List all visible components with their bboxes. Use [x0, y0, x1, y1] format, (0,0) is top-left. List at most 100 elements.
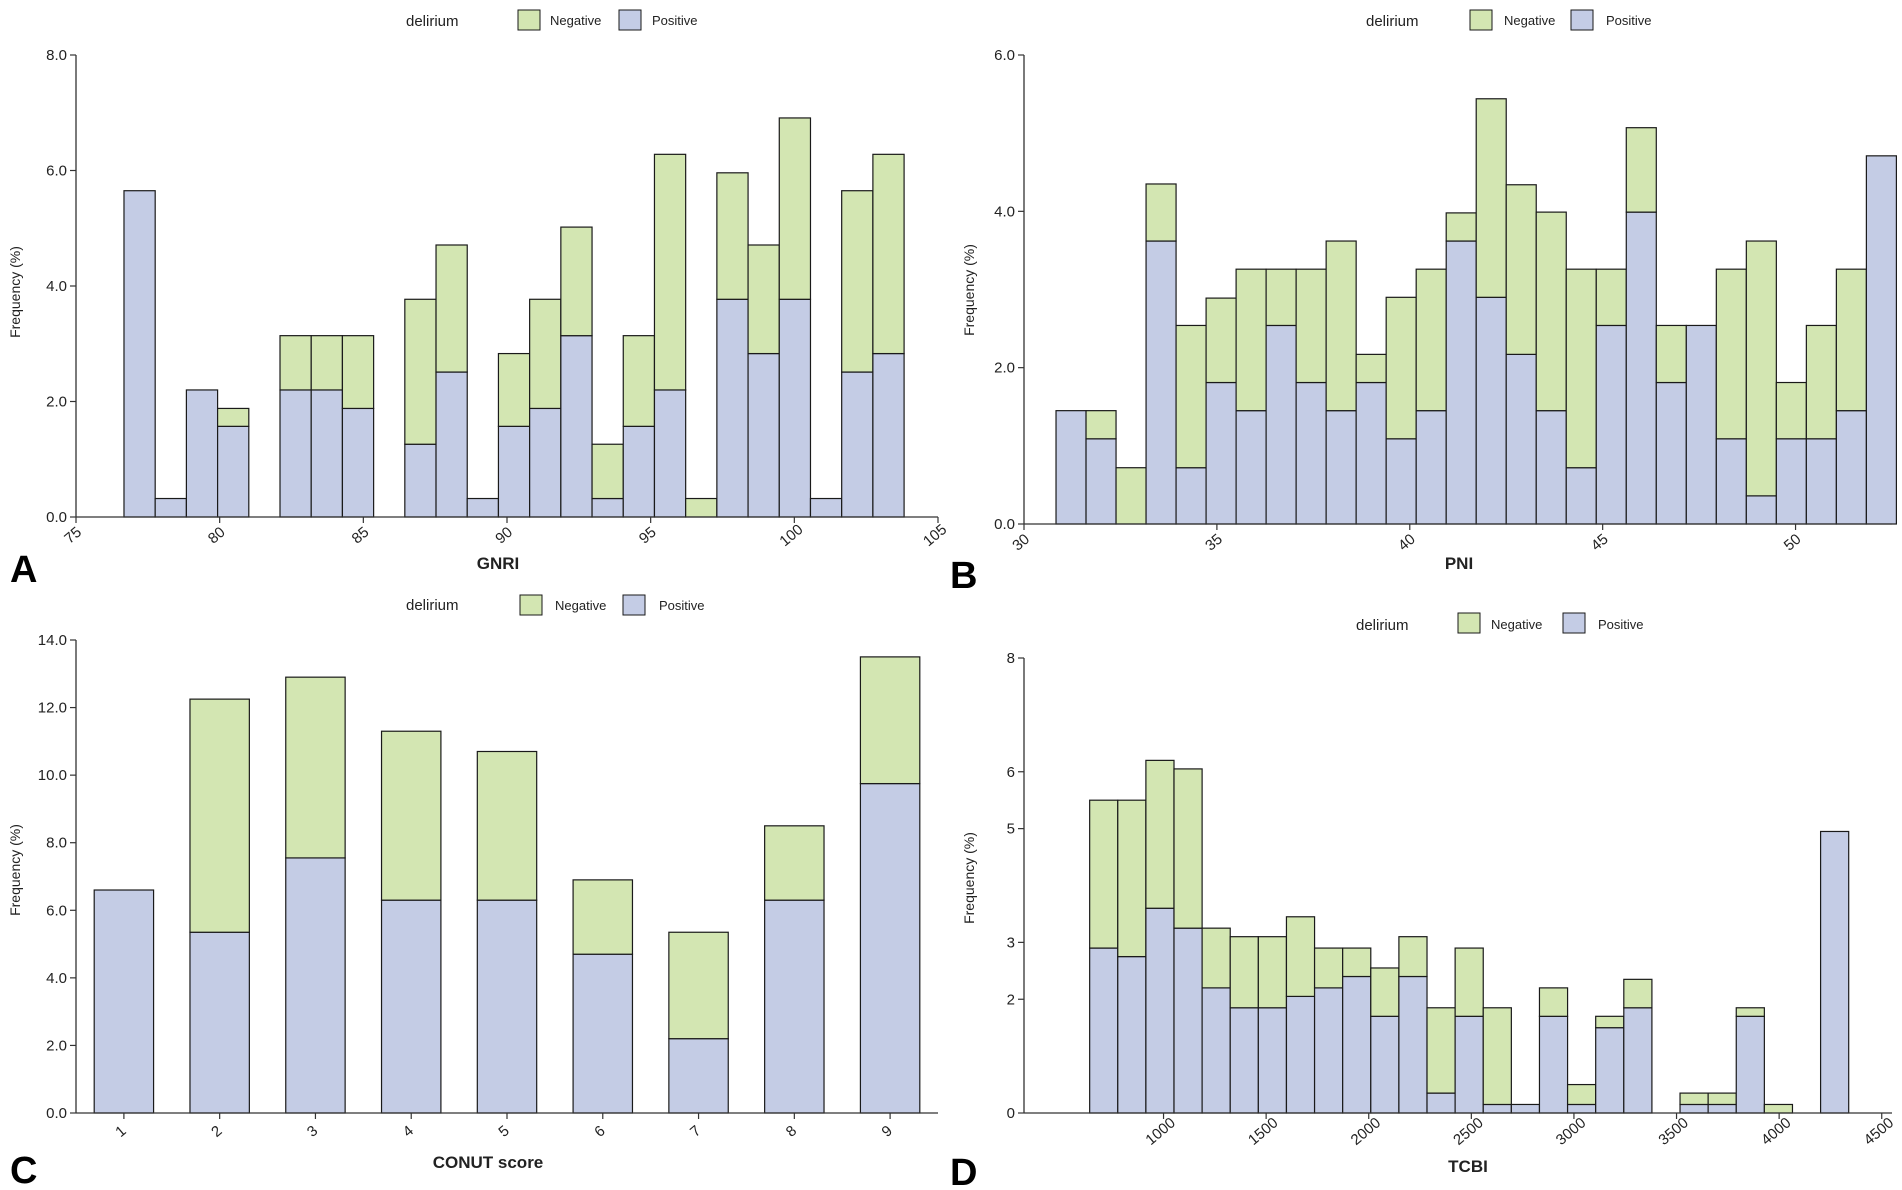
panel-b-bar-positive	[1865, 155, 1897, 525]
panel-a-bar-negative	[279, 335, 312, 391]
panel-a-x-tick-label: 80	[205, 524, 229, 548]
panel-d-bar-negative	[1454, 947, 1484, 1017]
panel-d-bar-negative	[1482, 1007, 1512, 1106]
panel-a-bar-negative	[872, 153, 905, 355]
panel-a-bar-positive	[154, 497, 187, 518]
panel-d-bar-positive	[1735, 1015, 1765, 1114]
panel-d-x-tick-label: 4000	[1758, 1114, 1794, 1148]
panel-d-bar-negative	[1398, 936, 1428, 978]
panel-d-bar-negative	[1426, 1007, 1456, 1094]
panel-a-x-tick-label: 95	[636, 524, 660, 548]
panel-a-legend: delirium Negative Positive	[406, 9, 698, 31]
panel-c-y-tick-label: 4.0	[46, 970, 67, 987]
panel-c-bar-positive	[380, 899, 442, 1114]
panel-a-bar-positive	[841, 371, 874, 518]
panel-b-bar-negative	[1445, 212, 1477, 242]
panel-b-bar-positive	[1175, 467, 1207, 525]
panel-b-legend-swatch-negative	[1469, 9, 1493, 31]
panel-a-bar-positive	[185, 389, 219, 518]
panel-d-bar-positive	[1426, 1092, 1456, 1114]
panel-b-bar-positive	[1535, 410, 1567, 525]
panel-b-bar-negative	[1805, 324, 1837, 440]
panel-b-bar-positive	[1055, 410, 1087, 525]
panel-d-bar-positive	[1819, 830, 1850, 1114]
panel-d-x-tick-label: 2500	[1450, 1114, 1486, 1148]
panel-a-x-tick-label: 75	[61, 524, 85, 548]
panel-d-bar-positive	[1313, 987, 1344, 1114]
panel-b-y-tick-label: 6.0	[994, 47, 1015, 64]
panel-d-bar-positive	[1707, 1103, 1737, 1114]
panel-d-chart: delirium Negative Positive 0 2 3 5 6 8 1000 150…	[950, 612, 1897, 1190]
panel-d-x-tick-label: 4500	[1861, 1114, 1897, 1148]
panel-a-bar-negative	[716, 172, 749, 300]
panel-a-x-tick-label: 90	[492, 524, 516, 548]
panel-c-y-tick-label: 2.0	[46, 1037, 67, 1054]
panel-b-bar-negative	[1145, 183, 1177, 242]
panel-a-y-tick-label: 0.0	[46, 509, 67, 526]
panel-d-bar-negative	[1229, 936, 1259, 1009]
panel-c-bar-positive	[476, 899, 538, 1114]
panel-a-bar-negative	[591, 443, 624, 500]
panel-a-bar-positive	[435, 371, 468, 518]
panel-d-bar-negative	[1313, 947, 1344, 989]
panel-b-bar-positive	[1715, 438, 1747, 525]
panel-c-x-tick-label: 8	[783, 1122, 800, 1140]
panel-c-x-axis-label: CONUT score	[433, 1153, 544, 1172]
panel-d-bar-positive	[1117, 955, 1147, 1114]
panel-a-bar-positive	[591, 497, 624, 518]
panel-a-legend-title: delirium	[406, 13, 459, 30]
panel-c-x-tick-label: 4	[400, 1122, 417, 1140]
panel-d-bar-negative	[1707, 1092, 1737, 1106]
panel-a-x-tick-label: 105	[920, 521, 950, 550]
panel-c-legend-title: delirium	[406, 597, 459, 614]
panel-d-x-tick-label: 1000	[1142, 1114, 1178, 1148]
panel-a-chart: delirium Negative Positive 0.0 2.0 4.0 6.0 8…	[7, 9, 950, 591]
panel-b-bar-positive	[1625, 211, 1657, 525]
panel-c-bar-negative	[572, 879, 634, 955]
panel-c-x-tick-label: 2	[208, 1122, 225, 1140]
panel-b-bar-negative	[1385, 296, 1417, 440]
panel-d-y-tick-label: 6	[1007, 764, 1015, 781]
panel-b-y-tick-label: 2.0	[994, 360, 1015, 377]
panel-a-legend-swatch-positive	[618, 9, 642, 31]
panel-b-bar-negative	[1625, 127, 1657, 213]
panel-a-bar-negative	[216, 407, 250, 427]
panel-a-bar-positive	[560, 335, 593, 518]
panel-a-bar-positive	[778, 298, 812, 518]
panel-b-bar-negative	[1085, 410, 1117, 440]
panel-c-y-tick-label: 14.0	[38, 632, 67, 649]
panel-c-legend-label-positive: Positive	[659, 598, 705, 613]
panel-b-y-tick-label: 4.0	[994, 203, 1015, 220]
panel-b-x-tick-label: 45	[1588, 531, 1612, 555]
panel-d-bar-negative	[1285, 916, 1316, 998]
panel-c-bar-positive	[859, 782, 921, 1114]
panel-a-bar-negative	[747, 244, 780, 355]
panel-a-y-tick-label: 2.0	[46, 394, 67, 411]
panel-b-bar-positive	[1235, 410, 1267, 525]
panel-d-bar-positive	[1285, 995, 1316, 1114]
panel-b-bars	[1055, 98, 1897, 525]
panel-d-bar-positive	[1538, 1015, 1569, 1114]
panel-b-bar-negative	[1235, 268, 1267, 412]
panel-d-bar-positive	[1173, 927, 1203, 1114]
panel-b-y-tick-label: 0.0	[994, 516, 1015, 533]
panel-b-legend-swatch-positive	[1570, 9, 1594, 31]
panel-c-bar-positive	[764, 899, 825, 1114]
panel-b-bar-positive	[1835, 410, 1867, 525]
panel-b-x-tick-label: 40	[1395, 531, 1419, 555]
panel-a-bar-positive	[529, 407, 562, 518]
panel-a-bar-negative	[653, 153, 687, 391]
panel-c-bar-negative	[189, 698, 250, 933]
panel-d-bar-positive	[1089, 947, 1119, 1114]
panel-a-bar-negative	[310, 335, 344, 391]
panel-d-bar-positive	[1398, 975, 1428, 1114]
panel-d-legend-swatch-negative	[1457, 612, 1481, 634]
panel-a-bar-positive	[716, 298, 749, 518]
panel-d-x-tick-label: 3500	[1655, 1114, 1691, 1148]
panel-c-y-axis-label: Frequency (%)	[7, 824, 23, 916]
panel-d-bar-negative	[1257, 936, 1288, 1009]
panel-a-x-tick-label: 100	[776, 521, 806, 550]
panel-d-x-tick-label: 3000	[1553, 1114, 1589, 1148]
panel-c-x-tick-label: 5	[495, 1122, 512, 1140]
panel-b-legend-label-negative: Negative	[1504, 13, 1555, 28]
